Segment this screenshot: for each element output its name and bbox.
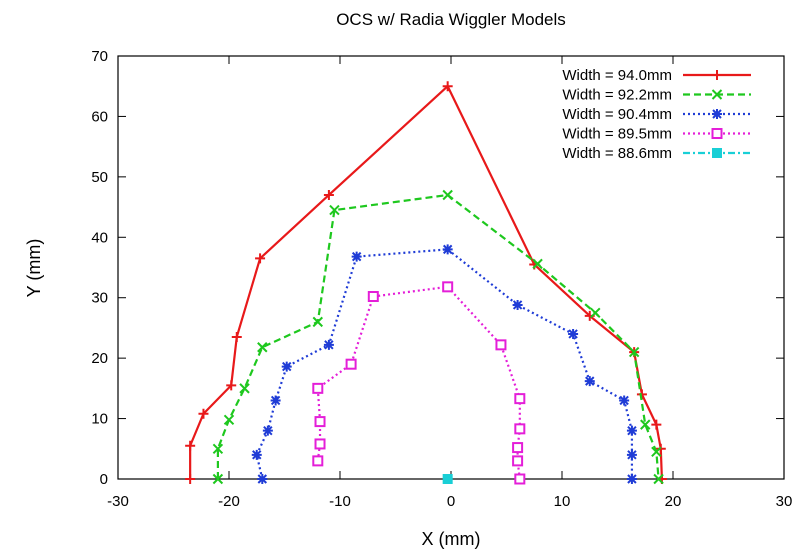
data-point-series-2 (312, 316, 324, 328)
plot-area: -30 -20 -10 0 10 20 30 0 10 20 30 40 50 60 70 Width = 9… (91, 48, 792, 510)
legend-label-4: Width = 89.5mm (562, 126, 672, 143)
data-point-series-4 (495, 339, 507, 351)
data-point-series-4 (512, 442, 524, 454)
data-point-series-3 (281, 361, 292, 372)
data-point-series-1 (655, 443, 666, 454)
data-point-series-4 (514, 393, 526, 405)
y-tick-label: 0 (100, 471, 108, 488)
data-point-series-1 (231, 331, 242, 342)
y-tick-label: 20 (91, 350, 108, 367)
x-tick-label: -30 (107, 493, 129, 510)
data-point-series-2 (223, 414, 235, 425)
x-tick-label: -10 (329, 493, 351, 510)
data-point-series-2 (532, 258, 543, 270)
legend-label-5: Width = 88.6mm (562, 145, 672, 162)
data-point-series-2 (257, 342, 268, 353)
data-point-series-4 (512, 455, 524, 467)
x-tick-label: -20 (218, 493, 240, 510)
plot-frame (117, 55, 785, 480)
data-point-series-3 (512, 299, 523, 310)
data-point-series-3 (568, 328, 579, 339)
data-point-series-2 (590, 307, 601, 319)
data-point-series-3 (584, 376, 595, 387)
data-point-series-2 (239, 383, 250, 394)
data-point-series-3 (626, 449, 637, 460)
data-point-series-3 (626, 425, 637, 436)
y-tick-label: 30 (91, 290, 108, 307)
x-tick-label: 10 (554, 493, 571, 510)
data-point-series-4 (345, 358, 357, 370)
data-point-series-2 (212, 473, 224, 485)
data-point-series-4 (312, 382, 324, 394)
series-line-4 (316, 285, 521, 480)
data-point-series-3 (626, 474, 637, 484)
data-point-series-2 (212, 443, 224, 454)
x-axis-label: X (mm) (422, 529, 481, 549)
data-point-series-4 (314, 438, 326, 450)
chart-title: OCS w/ Radia Wiggler Models (336, 10, 566, 29)
data-point-series-2 (329, 204, 340, 216)
legend-label-3: Width = 90.4mm (562, 106, 672, 123)
series-line-3 (255, 248, 634, 480)
y-tick-label: 10 (91, 411, 108, 428)
y-tick-label: 70 (91, 48, 108, 65)
data-point-series-4 (514, 423, 526, 435)
data-point-series-3 (251, 449, 262, 460)
x-tick-label: 30 (776, 493, 793, 510)
data-point-series-3 (270, 395, 281, 406)
data-point-series-4 (312, 455, 324, 467)
legend-marker-2 (711, 89, 723, 100)
data-point-series-1 (255, 253, 266, 264)
data-point-series-1 (185, 440, 196, 451)
data-point-series-1 (651, 419, 662, 430)
data-point-series-1 (226, 380, 237, 391)
data-point-series-3 (442, 244, 453, 255)
data-point-series-1 (323, 189, 334, 200)
data-point-series-1 (185, 474, 196, 484)
x-tick-label: 0 (447, 493, 455, 510)
legend-marker-1 (712, 70, 722, 80)
data-point-series-3 (262, 425, 273, 436)
data-point-series-5 (442, 474, 453, 484)
legend-marker-4 (711, 128, 723, 139)
legend-label-2: Width = 92.2mm (562, 87, 672, 104)
series-line-2 (216, 193, 660, 480)
data-point-series-4 (314, 416, 326, 428)
data-point-series-2 (651, 446, 662, 458)
y-axis-label: Y (mm) (24, 239, 44, 298)
y-tick-label: 50 (91, 169, 108, 186)
legend-label-1: Width = 94.0mm (562, 67, 672, 84)
data-point-series-4 (367, 291, 379, 303)
data-point-series-2 (628, 346, 640, 358)
data-point-series-3 (619, 395, 630, 406)
data-point-series-2 (442, 189, 453, 201)
data-point-series-3 (323, 339, 334, 350)
legend-marker-3 (712, 109, 722, 119)
data-point-series-4 (514, 473, 526, 485)
data-point-series-2 (640, 419, 651, 430)
x-tick-label: 20 (665, 493, 682, 510)
data-point-series-4 (442, 281, 454, 293)
data-point-series-1 (198, 408, 209, 419)
legend-marker-5 (712, 148, 722, 158)
data-point-series-3 (351, 251, 362, 262)
data-point-series-1 (442, 81, 453, 92)
y-tick-label: 40 (91, 229, 108, 246)
data-point-series-2 (653, 473, 664, 485)
y-tick-label: 60 (91, 108, 108, 125)
data-point-series-3 (257, 474, 268, 484)
